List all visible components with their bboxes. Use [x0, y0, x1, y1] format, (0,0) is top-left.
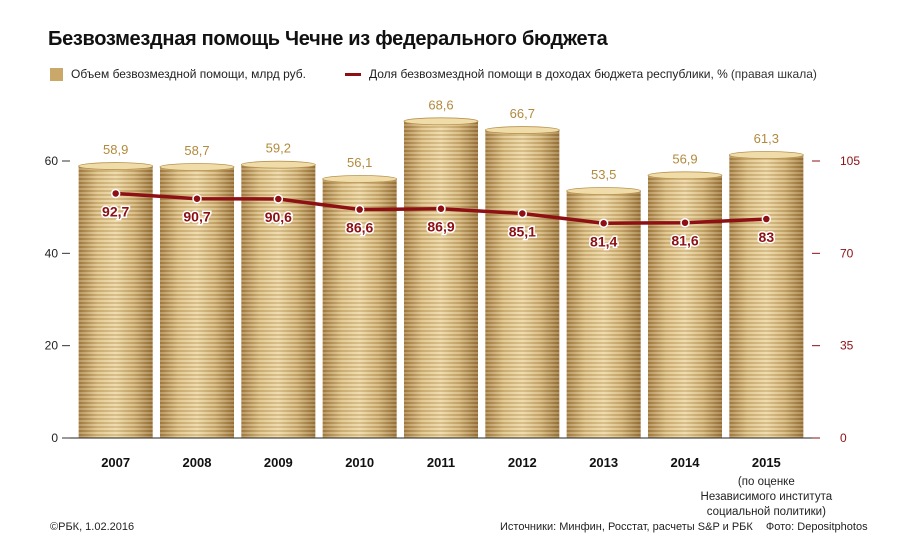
share-line-point — [761, 214, 772, 224]
bar-coin-stack — [647, 171, 723, 439]
x-axis-category-label: 2012 — [508, 455, 537, 470]
bar-coin-texture — [404, 121, 478, 439]
bar-value-label: 68,6 — [428, 97, 453, 112]
left-axis-tick-label: 0 — [51, 431, 58, 445]
bar-value-label: 66,7 — [510, 106, 535, 121]
bar-coin-stack — [566, 187, 642, 438]
share-line-value-label: 85,1 — [509, 223, 536, 239]
legend-line-note: (правая шкала) — [730, 67, 817, 81]
bar-coin-texture — [241, 164, 316, 438]
bar-top-coin — [322, 175, 398, 183]
chart-title: Безвозмездная помощь Чечне из федерально… — [48, 28, 608, 50]
bar-value-label: 58,7 — [184, 143, 209, 158]
bar-coin-texture — [566, 191, 641, 438]
right-axis-tick-label: 35 — [840, 339, 854, 353]
bar-value-label: 59,2 — [266, 141, 291, 156]
bar-value-label: 58,9 — [103, 142, 128, 157]
bar-coin-texture — [648, 175, 722, 439]
x-axis-category-label: 2013 — [589, 455, 618, 470]
x-axis-category-label: 2008 — [183, 455, 212, 470]
x-axis-category-label: 2014 — [671, 455, 701, 470]
bar-top-coin — [647, 171, 723, 180]
share-line-point — [110, 188, 121, 199]
x-axis-category-label: 2011 — [427, 455, 455, 470]
share-line-value-label: 90,6 — [265, 209, 292, 225]
footer-sources: Источники: Минфин, Росстат, расчеты S&P … — [500, 521, 878, 533]
x-axis-category-label: 2015 — [752, 455, 781, 470]
share-line-point — [192, 193, 202, 204]
x-axis-category-label: 2007 — [101, 455, 130, 470]
legend-bar-swatch — [50, 67, 63, 81]
bar-value-label: 56,1 — [347, 155, 372, 170]
category-note-line: социальной политики) — [707, 506, 826, 518]
legend-line-label: Доля безвозмездной помощи в доходах бюдж… — [369, 67, 728, 81]
category-note-line: (по оценке — [738, 476, 795, 488]
share-line-value-label: 92,7 — [102, 203, 129, 219]
bar-top-coin — [240, 160, 316, 169]
legend-bars-label: Объем безвозмездной помощи, млрд руб. — [71, 67, 306, 81]
bar-coin-stack — [728, 151, 804, 438]
share-line-value-label: 86,9 — [427, 219, 454, 235]
bar-top-coin — [159, 163, 235, 171]
bar-coin-texture — [160, 167, 234, 439]
bar-value-label: 61,3 — [754, 131, 779, 146]
share-line-point — [354, 204, 365, 215]
share-line-value-label: 86,6 — [346, 220, 373, 236]
bar-top-coin — [484, 126, 560, 134]
x-axis-category-label: 2009 — [264, 455, 293, 470]
left-axis-tick-label: 20 — [45, 339, 59, 353]
footer-sources-text: Источники: Минфин, Росстат, расчеты S&P … — [500, 521, 753, 533]
legend-line-entry: Доля безвозмездной помощи в доходах бюдж… — [345, 67, 817, 81]
bar-coin-stack — [484, 126, 560, 438]
right-axis-tick-label: 70 — [840, 246, 854, 260]
footer-photo-credit: Фото: Depositphotos — [765, 521, 868, 533]
bar-coin-stack — [159, 163, 235, 439]
bar-coin-stack — [403, 117, 479, 439]
footer-copyright: ©РБК, 1.02.2016 — [50, 521, 135, 533]
share-line-value-label: 83 — [759, 229, 775, 245]
share-line-point — [517, 208, 528, 219]
left-axis-tick-label: 60 — [45, 154, 59, 168]
share-line-value-label: 81,4 — [590, 233, 617, 249]
legend-line-swatch — [345, 72, 361, 76]
bar-value-label: 56,9 — [672, 151, 697, 166]
x-axis-category-label: 2010 — [345, 455, 374, 470]
bar-top-coin — [78, 162, 154, 170]
share-line-value-label: 81,6 — [671, 233, 698, 249]
share-line-point — [273, 194, 284, 204]
share-line-point — [680, 217, 690, 228]
bar-top-coin — [403, 117, 479, 126]
legend-bars-entry: Объем безвозмездной помощи, млрд руб. — [50, 67, 306, 81]
right-axis-tick-label: 105 — [840, 154, 860, 168]
left-axis-tick-label: 40 — [45, 246, 59, 260]
right-axis-tick-label: 0 — [840, 431, 847, 445]
share-line-point — [436, 203, 446, 214]
share-line-point — [598, 218, 609, 229]
category-note-line: Независимого института — [701, 491, 833, 503]
bar-coin-texture — [78, 166, 153, 438]
bar-value-label: 53,5 — [591, 167, 616, 182]
bar-top-coin — [728, 151, 804, 159]
share-line-value-label: 90,7 — [183, 209, 210, 225]
bar-coin-stack — [322, 175, 398, 438]
bar-coin-stack — [240, 160, 316, 438]
bar-coin-stack — [78, 162, 154, 438]
bar-coin-texture — [729, 154, 804, 438]
bar-coin-texture — [322, 179, 397, 438]
bar-coin-texture — [485, 130, 560, 438]
bar-top-coin — [566, 187, 642, 195]
